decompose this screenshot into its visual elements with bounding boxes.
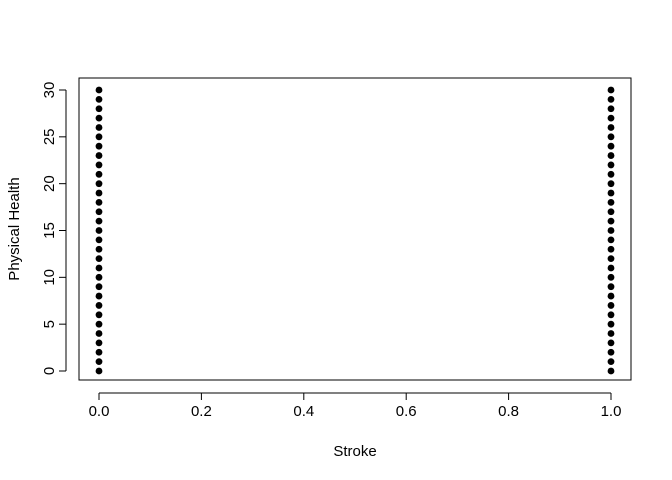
x-tick-label: 0.6 bbox=[396, 403, 417, 420]
y-tick-label: 25 bbox=[41, 128, 58, 145]
data-point bbox=[607, 292, 615, 300]
data-point bbox=[607, 133, 615, 141]
data-point bbox=[607, 217, 615, 225]
data-point bbox=[607, 348, 615, 356]
data-point bbox=[607, 161, 615, 169]
data-point bbox=[607, 180, 615, 188]
data-point bbox=[607, 339, 615, 347]
y-tick-label: 15 bbox=[41, 222, 58, 239]
y-tick-label: 20 bbox=[41, 175, 58, 192]
data-point bbox=[95, 311, 103, 319]
data-point bbox=[607, 255, 615, 262]
data-point bbox=[607, 311, 615, 319]
data-point bbox=[95, 320, 103, 328]
data-point bbox=[607, 189, 615, 197]
data-point bbox=[607, 264, 615, 272]
data-point bbox=[95, 217, 103, 225]
points-layer bbox=[95, 86, 615, 375]
y-tick-label: 5 bbox=[41, 320, 58, 328]
data-point bbox=[95, 245, 103, 253]
data-point bbox=[607, 199, 615, 206]
y-tick-label: 30 bbox=[41, 82, 58, 99]
data-point bbox=[95, 105, 103, 113]
y-tick-label: 10 bbox=[41, 269, 58, 286]
data-point bbox=[95, 95, 103, 103]
data-point bbox=[95, 124, 103, 131]
data-point bbox=[607, 245, 615, 253]
data-point bbox=[607, 95, 615, 103]
data-point bbox=[95, 227, 103, 234]
data-point bbox=[607, 273, 615, 281]
x-tick-label: 0.0 bbox=[89, 403, 110, 420]
data-point bbox=[95, 236, 103, 244]
data-point bbox=[607, 320, 615, 328]
data-point bbox=[607, 105, 615, 113]
data-point bbox=[607, 152, 615, 159]
data-point bbox=[95, 170, 103, 178]
data-point bbox=[95, 330, 103, 337]
x-tick-label: 0.4 bbox=[293, 403, 314, 420]
data-point bbox=[95, 348, 103, 356]
data-point bbox=[607, 124, 615, 131]
data-point bbox=[607, 208, 615, 216]
data-point bbox=[95, 358, 103, 366]
data-point bbox=[95, 199, 103, 206]
x-tick-label: 0.8 bbox=[498, 403, 519, 420]
x-axis-title: Stroke bbox=[333, 443, 376, 460]
data-point bbox=[607, 358, 615, 366]
data-point bbox=[95, 152, 103, 159]
y-axis: 0 5 10 15 20 25 30 bbox=[41, 82, 67, 375]
data-point bbox=[95, 180, 103, 188]
data-point bbox=[607, 330, 615, 337]
data-point bbox=[95, 133, 103, 141]
data-point bbox=[95, 292, 103, 300]
data-point bbox=[607, 170, 615, 178]
data-point bbox=[607, 142, 615, 150]
data-point bbox=[95, 86, 103, 94]
data-point bbox=[95, 114, 103, 122]
y-tick-label: 0 bbox=[41, 367, 58, 375]
data-point bbox=[607, 114, 615, 122]
data-point bbox=[95, 189, 103, 197]
x-axis: 0.0 0.2 0.4 0.6 0.8 1.0 bbox=[89, 392, 622, 420]
data-point bbox=[95, 339, 103, 347]
x-tick-label: 0.2 bbox=[191, 403, 212, 420]
data-point bbox=[607, 283, 615, 291]
data-point bbox=[607, 367, 615, 375]
data-point bbox=[607, 227, 615, 234]
data-point bbox=[95, 161, 103, 169]
x-tick-label: 1.0 bbox=[601, 403, 622, 420]
data-point bbox=[95, 208, 103, 216]
data-point bbox=[95, 283, 103, 291]
plot-frame bbox=[78, 77, 632, 381]
data-point bbox=[607, 86, 615, 94]
data-point bbox=[95, 255, 103, 262]
y-axis-title: Physical Health bbox=[6, 177, 23, 280]
data-point bbox=[95, 264, 103, 272]
data-point bbox=[95, 142, 103, 150]
data-point bbox=[95, 367, 103, 375]
data-point bbox=[95, 273, 103, 281]
data-point bbox=[607, 302, 615, 309]
data-point bbox=[607, 236, 615, 244]
data-point bbox=[95, 302, 103, 309]
